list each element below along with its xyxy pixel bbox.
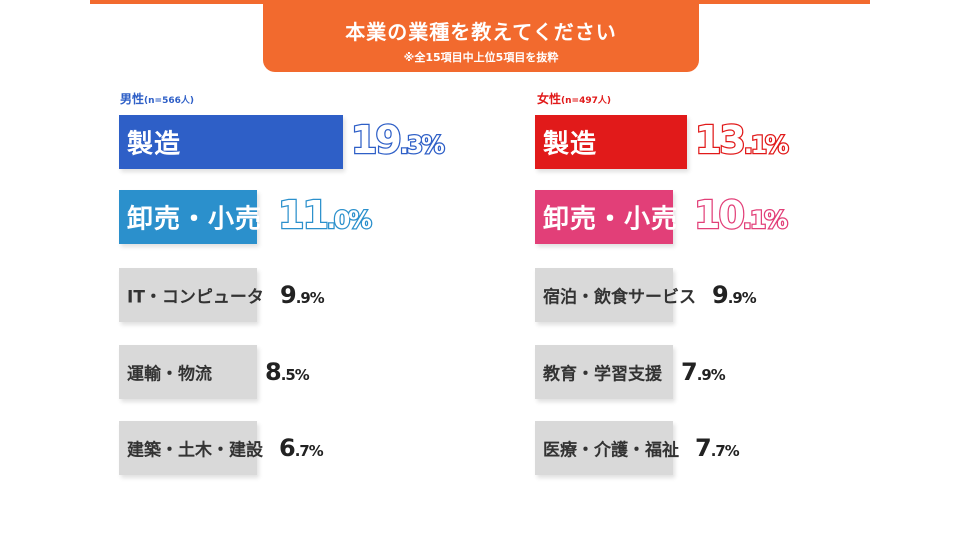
male-value-label-5: 6.7% [279, 434, 324, 462]
male-value-label-4: 8.5% [265, 358, 310, 386]
female-value-label-1: 13.1% [694, 117, 790, 164]
female-value-label-4: 7.9% [681, 358, 726, 386]
male-group-name: 男性 [120, 92, 145, 106]
chart-subtitle: ※全15項目中上位5項目を抜粋 [403, 51, 559, 64]
female-group-label: 女性(n=497人) [537, 90, 611, 107]
female-group-name: 女性 [537, 92, 562, 106]
female-sample-size: (n=497人) [561, 96, 611, 106]
male-category-label-2: 卸売・小売 [127, 204, 263, 235]
question-banner: 本業の業種を教えてください ※全15項目中上位5項目を抜粋 [263, 0, 699, 72]
female-bar-5: 医療・介護・福祉 [535, 421, 679, 475]
male-sample-size: (n=566人) [144, 96, 194, 106]
male-bar-2: 卸売・小売 [119, 190, 261, 244]
chart-title: 本業の業種を教えてください [345, 20, 617, 44]
female-value-label-3: 9.9% [712, 281, 757, 309]
female-bar-2: 卸売・小売 [535, 190, 677, 244]
male-group-label: 男性(n=566人) [120, 90, 194, 107]
female-bar-4: 教育・学習支援 [535, 345, 673, 399]
male-value-label-2: 11.0% [277, 192, 373, 239]
male-value-label-3: 9.9% [280, 281, 325, 309]
female-category-label-1: 製造 [543, 129, 598, 160]
male-value-label-1: 19.3% [350, 117, 446, 164]
male-bar-3: IT・コンピュータ [119, 268, 264, 322]
male-category-label-4: 運輸・物流 [127, 364, 212, 385]
male-bar-1: 製造 [119, 115, 343, 169]
male-bar-5: 建築・土木・建設 [119, 421, 263, 475]
male-bar-4: 運輸・物流 [119, 345, 257, 399]
female-category-label-2: 卸売・小売 [543, 204, 679, 235]
male-category-label-3: IT・コンピュータ [127, 287, 264, 308]
male-category-label-5: 建築・土木・建設 [127, 440, 263, 461]
female-value-label-2: 10.1% [693, 192, 789, 239]
female-value-label-5: 7.7% [695, 434, 740, 462]
female-bar-1: 製造 [535, 115, 687, 169]
female-category-label-4: 教育・学習支援 [543, 364, 662, 385]
female-category-label-5: 医療・介護・福祉 [543, 440, 679, 461]
male-category-label-1: 製造 [127, 129, 182, 160]
female-bar-3: 宿泊・飲食サービス [535, 268, 696, 322]
female-category-label-3: 宿泊・飲食サービス [543, 287, 696, 308]
